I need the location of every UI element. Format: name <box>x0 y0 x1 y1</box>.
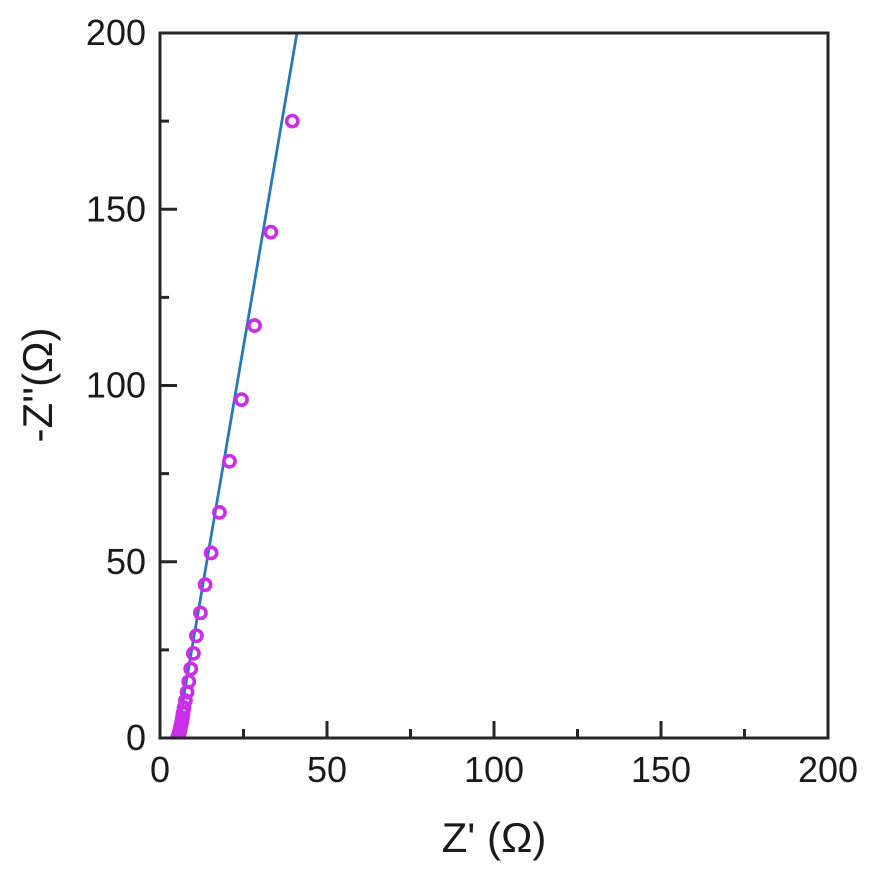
x-tick-label: 50 <box>307 749 347 790</box>
x-tick-label: 0 <box>150 749 170 790</box>
y-tick-label: 150 <box>86 188 146 229</box>
x-tick-label: 150 <box>631 749 691 790</box>
data-point <box>179 684 195 700</box>
y-tick-label: 0 <box>126 717 146 758</box>
data-point <box>284 113 300 129</box>
data-point <box>185 646 201 661</box>
y-tick-label: 100 <box>86 365 146 406</box>
data-point <box>203 545 219 561</box>
x-tick-label: 200 <box>798 749 858 790</box>
y-tick-label: 50 <box>106 541 146 582</box>
x-tick-label: 100 <box>464 749 524 790</box>
data-point <box>193 605 208 621</box>
data-point <box>197 577 213 593</box>
data-point <box>234 392 249 407</box>
data-point <box>177 693 193 709</box>
data-point <box>247 318 262 333</box>
data-point <box>189 628 204 644</box>
y-tick-label: 200 <box>86 12 146 53</box>
x-axis-title: Z' (Ω) <box>442 814 547 861</box>
data-point <box>212 505 227 520</box>
data-point <box>222 453 237 469</box>
plot-area: 0 50 100 150 200 0 50 100 150 200 <box>86 12 858 790</box>
data-point <box>263 224 279 240</box>
data-point <box>183 661 199 677</box>
y-axis-title: -Z''(Ω) <box>14 327 61 442</box>
data-layer <box>170 33 300 738</box>
fit-line <box>175 33 299 738</box>
plot-frame <box>158 31 830 740</box>
